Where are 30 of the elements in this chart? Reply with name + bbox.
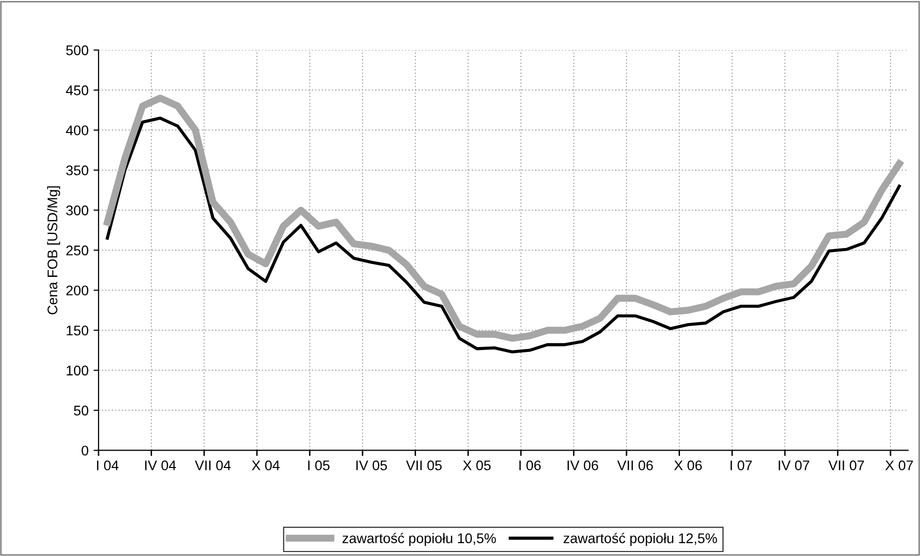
x-tick-label: VII 04 [194,460,231,470]
x-tick-label: IV 05 [356,460,387,470]
x-tick-label: VII 06 [617,460,653,470]
y-tick-label: 50 [74,406,88,416]
x-tick-label: I 05 [308,460,330,470]
x-tick-label: IV 04 [145,460,176,470]
y-tick-label: 500 [66,45,88,56]
y-tick-label: 300 [66,206,88,216]
legend-label: zawartość popiołu 12,5% [564,532,717,546]
y-tick-label: 400 [66,125,88,136]
x-tick-label: VII 07 [828,460,864,470]
x-tick-label: IV 07 [778,460,810,470]
x-tick-label: X 07 [885,460,913,470]
y-tick-label: 250 [66,246,88,256]
x-tick-label: I 04 [97,460,119,470]
y-axis-title: Cena FOB [USD/Mg] [47,186,60,314]
y-tick-label: 200 [66,286,88,296]
y-tick-label: 450 [66,85,88,96]
x-tick-label: I 07 [730,460,752,470]
legend-label: zawartość popiołu 10,5% [342,532,496,546]
y-tick-label: 150 [66,326,88,336]
y-tick-label: 0 [82,446,88,456]
x-tick-label: X 05 [462,460,491,470]
y-tick-label: 100 [66,366,88,376]
y-tick-label: 350 [66,165,88,176]
x-tick-label: X 04 [252,460,280,470]
x-tick-label: VII 05 [406,460,442,470]
x-tick-label: I 06 [519,460,541,470]
x-tick-label: X 06 [674,460,702,470]
x-tick-label: IV 06 [568,460,598,470]
